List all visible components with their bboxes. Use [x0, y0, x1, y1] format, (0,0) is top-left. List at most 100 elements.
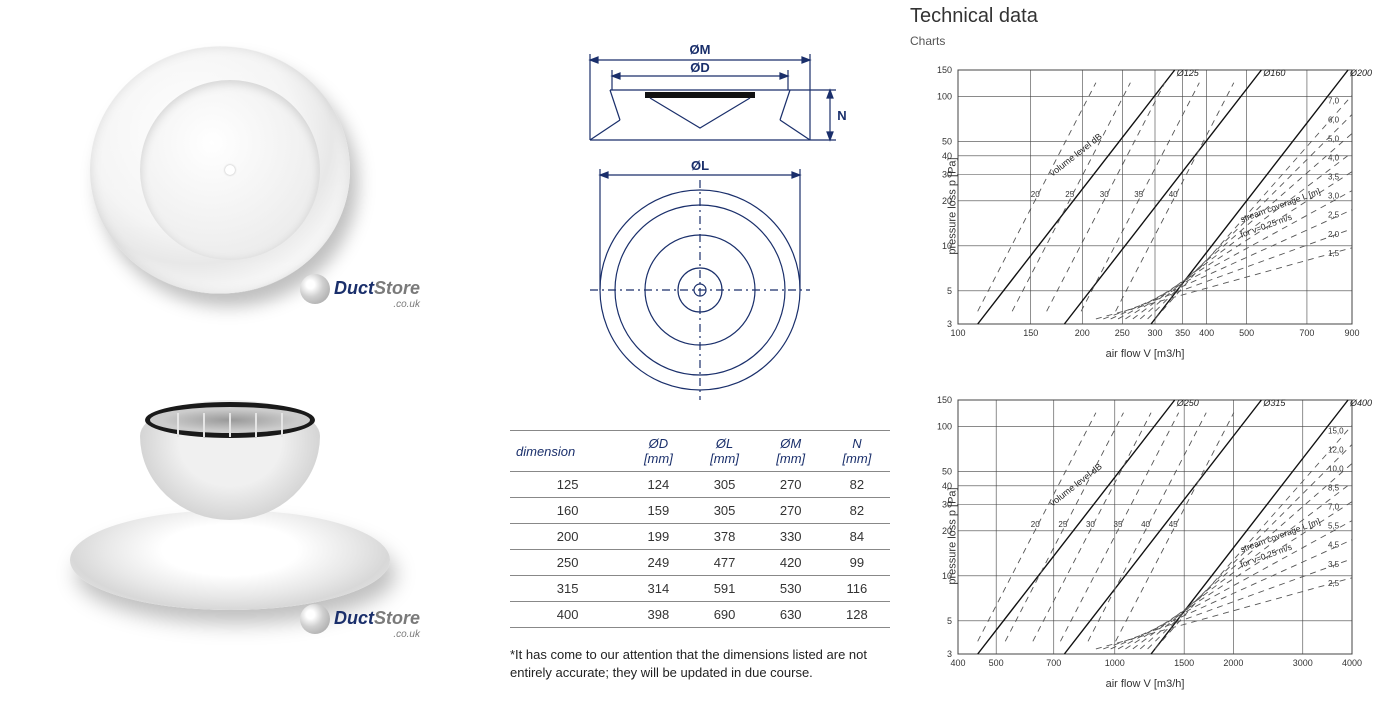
table-cell: 82 [824, 498, 890, 524]
table-cell: 159 [625, 498, 691, 524]
svg-text:2,0: 2,0 [1328, 230, 1340, 239]
table-row: 12512430527082 [510, 472, 890, 498]
svg-text:40: 40 [1169, 190, 1178, 199]
middle-column: ØM ØD N ØL dimension ØD[mm] ØL[mm] ØM[mm… [510, 20, 890, 681]
svg-text:2000: 2000 [1223, 658, 1243, 668]
svg-text:4000: 4000 [1342, 658, 1362, 668]
svg-text:150: 150 [1023, 328, 1038, 338]
table-header-row: dimension ØD[mm] ØL[mm] ØM[mm] N[mm] [510, 431, 890, 472]
technical-data-subtitle: Charts [910, 34, 1390, 48]
table-cell: 315 [510, 576, 625, 602]
svg-text:3000: 3000 [1293, 658, 1313, 668]
th-dimension: dimension [510, 431, 625, 472]
svg-text:250: 250 [1115, 328, 1130, 338]
svg-text:45: 45 [1169, 520, 1178, 529]
svg-text:150: 150 [937, 395, 952, 405]
table-cell: 99 [824, 550, 890, 576]
svg-text:500: 500 [1239, 328, 1254, 338]
chart1-x-label: air flow V [m3/h] [1106, 348, 1185, 360]
svg-text:Ø125: Ø125 [1176, 68, 1200, 78]
svg-text:7,0: 7,0 [1328, 96, 1340, 105]
diffuser-front-render [90, 40, 370, 300]
product-photo-back: DuctStore .co.uk [20, 350, 440, 650]
svg-text:30: 30 [1086, 520, 1095, 529]
brand-part2: Store [374, 278, 420, 298]
table-cell: 420 [758, 550, 824, 576]
svg-text:5,0: 5,0 [1328, 135, 1340, 144]
svg-text:1000: 1000 [1105, 658, 1125, 668]
svg-text:400: 400 [1199, 328, 1214, 338]
footnote-text: *It has come to our attention that the d… [510, 646, 890, 681]
brand-part1: Duct [334, 278, 374, 298]
table-cell: 305 [691, 472, 757, 498]
chart2-x-label: air flow V [m3/h] [1106, 678, 1185, 690]
table-cell: 199 [625, 524, 691, 550]
brand-part1: Duct [334, 608, 374, 628]
svg-text:3: 3 [947, 319, 952, 329]
svg-text:1500: 1500 [1174, 658, 1194, 668]
svg-text:500: 500 [989, 658, 1004, 668]
table-cell: 200 [510, 524, 625, 550]
table-cell: 116 [824, 576, 890, 602]
svg-text:3: 3 [947, 649, 952, 659]
svg-text:300: 300 [1147, 328, 1162, 338]
svg-text:8,5: 8,5 [1328, 484, 1340, 493]
svg-text:5: 5 [947, 616, 952, 626]
svg-text:Ø400: Ø400 [1349, 398, 1372, 408]
svg-text:35: 35 [1114, 520, 1123, 529]
table-cell: 160 [510, 498, 625, 524]
svg-text:15,0: 15,0 [1328, 426, 1344, 435]
svg-text:200: 200 [1075, 328, 1090, 338]
drawing-label-od: ØD [690, 60, 710, 75]
diffuser-back-render [70, 370, 390, 630]
svg-text:350: 350 [1175, 328, 1190, 338]
dimension-table: dimension ØD[mm] ØL[mm] ØM[mm] N[mm] 125… [510, 430, 890, 628]
table-row: 25024947742099 [510, 550, 890, 576]
technical-drawing-svg: ØM ØD N ØL [550, 30, 850, 400]
table-cell: 400 [510, 602, 625, 628]
svg-text:40: 40 [1141, 520, 1150, 529]
svg-text:20: 20 [1031, 520, 1040, 529]
table-cell: 591 [691, 576, 757, 602]
svg-text:100: 100 [950, 328, 965, 338]
table-row: 315314591530116 [510, 576, 890, 602]
table-cell: 125 [510, 472, 625, 498]
svg-text:4,5: 4,5 [1328, 541, 1340, 550]
table-cell: 378 [691, 524, 757, 550]
table-cell: 124 [625, 472, 691, 498]
svg-text:2,5: 2,5 [1328, 579, 1340, 588]
chart2-y-label: pressure loss p [Pa] [947, 487, 959, 584]
product-photo-front: DuctStore .co.uk [20, 20, 440, 320]
svg-text:Ø315: Ø315 [1262, 398, 1286, 408]
th-om: ØM[mm] [758, 431, 824, 472]
svg-text:5,5: 5,5 [1328, 522, 1340, 531]
th-n: N[mm] [824, 431, 890, 472]
svg-text:7,0: 7,0 [1328, 503, 1340, 512]
svg-text:1,5: 1,5 [1328, 249, 1340, 258]
brand-part2: Store [374, 608, 420, 628]
technical-data-column: Technical data Charts 100150200250300350… [910, 5, 1390, 716]
table-cell: 330 [758, 524, 824, 550]
brand-tld: .co.uk [334, 629, 420, 640]
table-cell: 84 [824, 524, 890, 550]
drawing-label-om: ØM [690, 42, 711, 57]
svg-text:5: 5 [947, 286, 952, 296]
svg-text:25: 25 [1058, 520, 1067, 529]
table-cell: 250 [510, 550, 625, 576]
chart1-y-label: pressure loss p [Pa] [947, 157, 959, 254]
svg-text:3,5: 3,5 [1328, 560, 1340, 569]
svg-text:700: 700 [1299, 328, 1314, 338]
svg-text:100: 100 [937, 91, 952, 101]
technical-drawing: ØM ØD N ØL [550, 30, 850, 400]
svg-text:Ø200: Ø200 [1349, 68, 1372, 78]
svg-text:50: 50 [942, 136, 952, 146]
table-cell: 398 [625, 602, 691, 628]
svg-text:Ø160: Ø160 [1262, 68, 1285, 78]
svg-text:100: 100 [937, 421, 952, 431]
svg-text:20: 20 [1031, 190, 1040, 199]
th-ol: ØL[mm] [691, 431, 757, 472]
table-cell: 270 [758, 498, 824, 524]
svg-text:30: 30 [1100, 190, 1109, 199]
table-row: 20019937833084 [510, 524, 890, 550]
svg-text:6,0: 6,0 [1328, 115, 1340, 124]
